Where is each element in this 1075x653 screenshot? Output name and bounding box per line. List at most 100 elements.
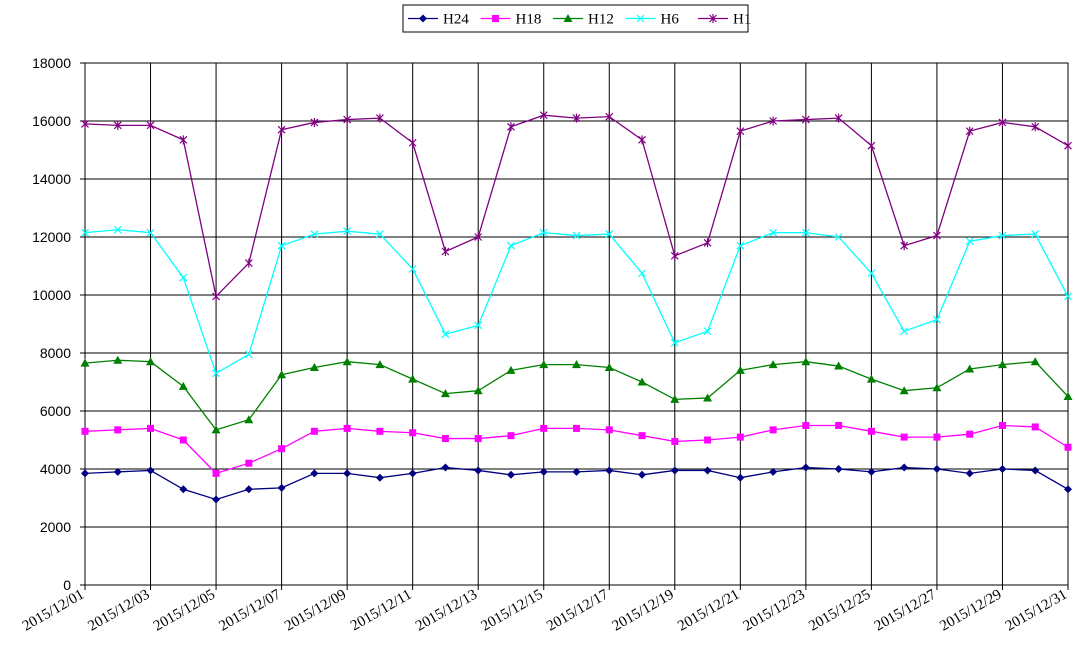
marker <box>834 361 844 370</box>
legend-marker <box>709 14 717 23</box>
marker <box>801 228 810 237</box>
marker <box>900 463 909 472</box>
series-line <box>84 359 1069 431</box>
series-line <box>84 229 1069 375</box>
x-tick-label: 2015/12/19 <box>610 587 677 635</box>
marker <box>375 230 384 239</box>
marker <box>604 363 614 371</box>
marker <box>540 424 548 432</box>
marker <box>244 485 253 494</box>
marker <box>343 469 352 478</box>
marker <box>834 113 843 123</box>
marker <box>1064 485 1072 494</box>
marker <box>310 427 318 435</box>
marker <box>703 393 713 402</box>
marker <box>310 230 319 239</box>
marker <box>605 112 614 122</box>
marker <box>343 115 352 125</box>
marker <box>900 433 908 441</box>
marker <box>572 360 581 369</box>
marker <box>573 424 580 432</box>
marker <box>147 424 155 432</box>
marker <box>277 370 287 379</box>
y-tick-label: 6000 <box>40 403 71 419</box>
marker <box>769 467 778 476</box>
marker <box>998 231 1007 240</box>
series-line <box>84 114 1069 298</box>
marker <box>474 435 482 443</box>
marker <box>507 432 515 440</box>
marker <box>965 469 974 478</box>
marker <box>178 381 188 390</box>
marker <box>998 117 1007 127</box>
marker <box>409 429 417 437</box>
marker <box>605 230 614 239</box>
legend-marker <box>492 15 499 22</box>
marker <box>965 364 975 373</box>
marker <box>736 433 744 441</box>
marker <box>278 445 286 453</box>
marker <box>277 241 286 250</box>
x-tick-label: 2015/12/05 <box>151 587 218 635</box>
marker <box>277 483 286 492</box>
x-tick-label: 2015/12/27 <box>872 586 940 634</box>
legend-marker <box>563 14 573 22</box>
marker <box>539 467 548 476</box>
marker <box>113 120 122 130</box>
marker <box>375 113 384 123</box>
marker <box>179 436 187 444</box>
marker <box>670 251 679 261</box>
x-tick-label: 2015/12/29 <box>937 587 1004 635</box>
marker <box>1063 392 1073 400</box>
marker <box>507 122 515 132</box>
marker <box>1031 230 1040 239</box>
marker <box>441 330 450 339</box>
marker <box>408 469 417 478</box>
marker <box>506 470 515 479</box>
marker <box>605 426 613 434</box>
marker <box>703 327 712 336</box>
legend-label: H1 <box>733 12 751 28</box>
x-tick-label: 2015/12/11 <box>348 587 415 635</box>
marker <box>343 424 351 432</box>
marker <box>736 473 745 482</box>
marker <box>572 231 581 240</box>
marker <box>342 357 352 366</box>
marker <box>506 365 516 374</box>
marker <box>277 125 286 135</box>
x-tick-label: 2015/12/25 <box>806 587 873 635</box>
marker <box>769 116 778 126</box>
marker <box>212 469 220 477</box>
marker <box>704 436 712 444</box>
marker <box>801 463 810 472</box>
marker <box>113 467 122 476</box>
marker <box>802 422 810 429</box>
marker <box>768 360 778 369</box>
marker <box>375 360 385 369</box>
x-tick-label: 2015/12/07 <box>216 586 284 634</box>
marker <box>113 225 122 234</box>
marker <box>965 237 974 246</box>
marker <box>474 321 483 330</box>
marker <box>212 369 220 378</box>
marker <box>212 495 221 504</box>
marker <box>1064 292 1072 301</box>
marker <box>867 141 876 151</box>
marker <box>80 358 90 367</box>
marker <box>834 233 843 241</box>
y-tick-label: 8000 <box>40 345 71 361</box>
marker <box>932 465 941 473</box>
marker <box>801 115 810 125</box>
marker <box>179 485 188 494</box>
y-tick-label: 16000 <box>32 113 71 129</box>
marker <box>441 247 450 256</box>
marker <box>638 470 647 479</box>
marker <box>310 117 319 127</box>
marker <box>867 269 876 278</box>
marker <box>605 466 614 475</box>
marker <box>933 315 941 324</box>
marker <box>867 427 875 435</box>
x-tick-label: 2015/12/21 <box>675 587 742 635</box>
marker <box>703 466 712 475</box>
marker <box>343 227 352 236</box>
